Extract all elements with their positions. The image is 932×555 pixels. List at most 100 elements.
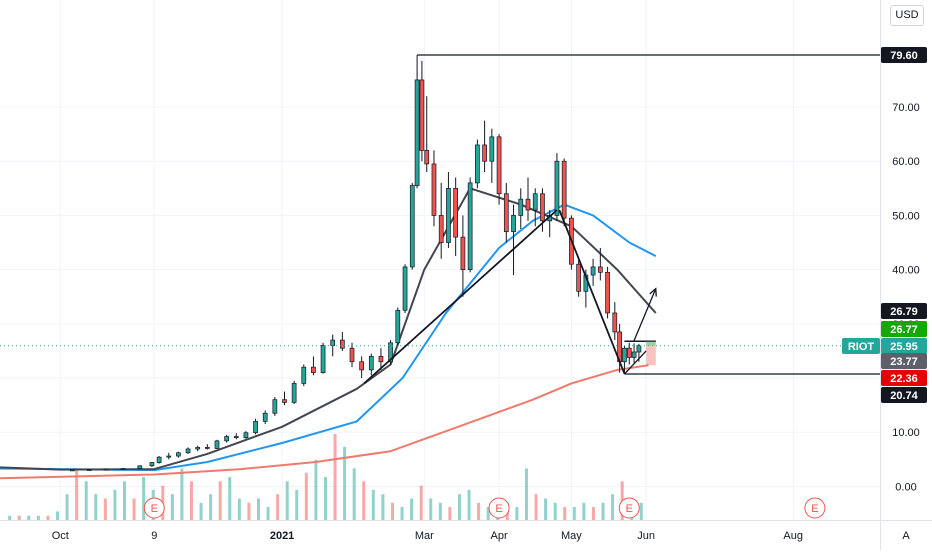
- volume-bar: [133, 499, 136, 521]
- volume-bar: [18, 516, 21, 520]
- sma-50-line: [0, 205, 656, 471]
- earnings-marker[interactable]: E: [144, 498, 164, 518]
- candle-body: [138, 466, 142, 469]
- candle-body: [446, 188, 450, 242]
- candle: [396, 308, 400, 346]
- candle-body: [468, 183, 472, 270]
- projection-arrow-line[interactable]: [634, 289, 656, 341]
- auto-scale-label: A: [902, 530, 909, 542]
- price-label-text: 26.77: [890, 324, 918, 336]
- candle-body: [410, 186, 414, 267]
- x-tick-label: 2021: [270, 530, 294, 542]
- volume-bar: [94, 494, 97, 520]
- volume-bar: [611, 494, 614, 520]
- price-label-text: 26.79: [890, 306, 918, 318]
- candle-body: [475, 145, 479, 183]
- candle-body: [321, 345, 325, 372]
- position-loss-zone[interactable]: [646, 346, 656, 365]
- volume-bar: [123, 481, 126, 520]
- candle-body: [425, 150, 429, 164]
- volume-bar: [37, 516, 40, 520]
- earnings-letter: E: [811, 503, 818, 515]
- currency-button[interactable]: USD: [890, 5, 924, 26]
- volume-bar: [362, 481, 365, 520]
- candle-body: [598, 267, 602, 272]
- earnings-letter: E: [151, 503, 158, 515]
- volume-bar: [305, 473, 308, 520]
- candle-body: [87, 470, 91, 471]
- candle: [490, 129, 494, 183]
- candle-body: [121, 469, 125, 470]
- candle-body: [622, 348, 626, 362]
- position-profit-zone[interactable]: [646, 341, 656, 345]
- y-tick-label: 60.00: [892, 156, 920, 168]
- candle-body: [282, 400, 286, 403]
- volume-bars: [8, 434, 643, 520]
- candle-body: [369, 356, 373, 370]
- trendline-up[interactable]: [364, 210, 557, 383]
- earnings-marker[interactable]: E: [489, 498, 509, 518]
- candle: [410, 183, 414, 270]
- volume-bar: [85, 481, 88, 520]
- candle-body: [526, 199, 530, 210]
- candle-body: [176, 453, 180, 456]
- candle: [311, 356, 315, 375]
- candle: [577, 259, 581, 297]
- volume-bar: [554, 503, 557, 520]
- x-tick-label: 9: [151, 530, 157, 542]
- earnings-marker[interactable]: E: [805, 498, 825, 518]
- candle-body: [273, 400, 277, 414]
- trendline-down[interactable]: [559, 210, 624, 374]
- candle-body: [461, 237, 465, 270]
- candle-body: [331, 340, 335, 345]
- candle: [403, 264, 407, 313]
- candle-body: [157, 457, 161, 462]
- volume-bar: [171, 494, 174, 520]
- candle: [157, 456, 161, 464]
- candle: [104, 469, 108, 471]
- candle-body: [504, 194, 508, 232]
- volume-bar: [257, 499, 260, 521]
- volume-bar: [238, 499, 241, 521]
- y-tick-label: 50.00: [892, 210, 920, 222]
- volume-bar: [113, 490, 116, 520]
- volume-bar: [190, 481, 193, 520]
- volume-bar: [563, 507, 566, 520]
- symbol-tag-text: RIOT: [848, 341, 875, 353]
- candle-body: [234, 437, 238, 438]
- candle: [340, 332, 344, 351]
- volume-bar: [286, 481, 289, 520]
- volume-bar: [372, 490, 375, 520]
- y-tick-label: 70.00: [892, 102, 920, 114]
- price-label-26-77: 26.77: [881, 321, 927, 337]
- candle: [254, 419, 258, 435]
- volume-bar: [410, 499, 413, 521]
- volume-bar: [247, 503, 250, 520]
- candlestick-series: [70, 55, 641, 471]
- volume-bar: [46, 516, 49, 520]
- candle: [70, 470, 74, 471]
- volume-bar: [448, 507, 451, 520]
- y-tick-label: 0.00: [895, 481, 916, 493]
- volume-bar: [429, 499, 432, 521]
- earnings-marker[interactable]: E: [619, 498, 639, 518]
- currency-label: USD: [895, 9, 918, 21]
- volume-bar: [334, 434, 337, 520]
- volume-bar: [640, 503, 643, 520]
- candle-body: [497, 137, 501, 194]
- candle-body: [533, 194, 537, 210]
- candle-body: [215, 441, 219, 449]
- candle-body: [637, 346, 641, 352]
- volume-bar: [180, 468, 183, 520]
- candle: [350, 343, 354, 367]
- candle-body: [420, 80, 424, 150]
- auto-scale-button[interactable]: A: [898, 528, 914, 544]
- symbol-tag: RIOT: [842, 338, 880, 354]
- candle: [225, 435, 229, 443]
